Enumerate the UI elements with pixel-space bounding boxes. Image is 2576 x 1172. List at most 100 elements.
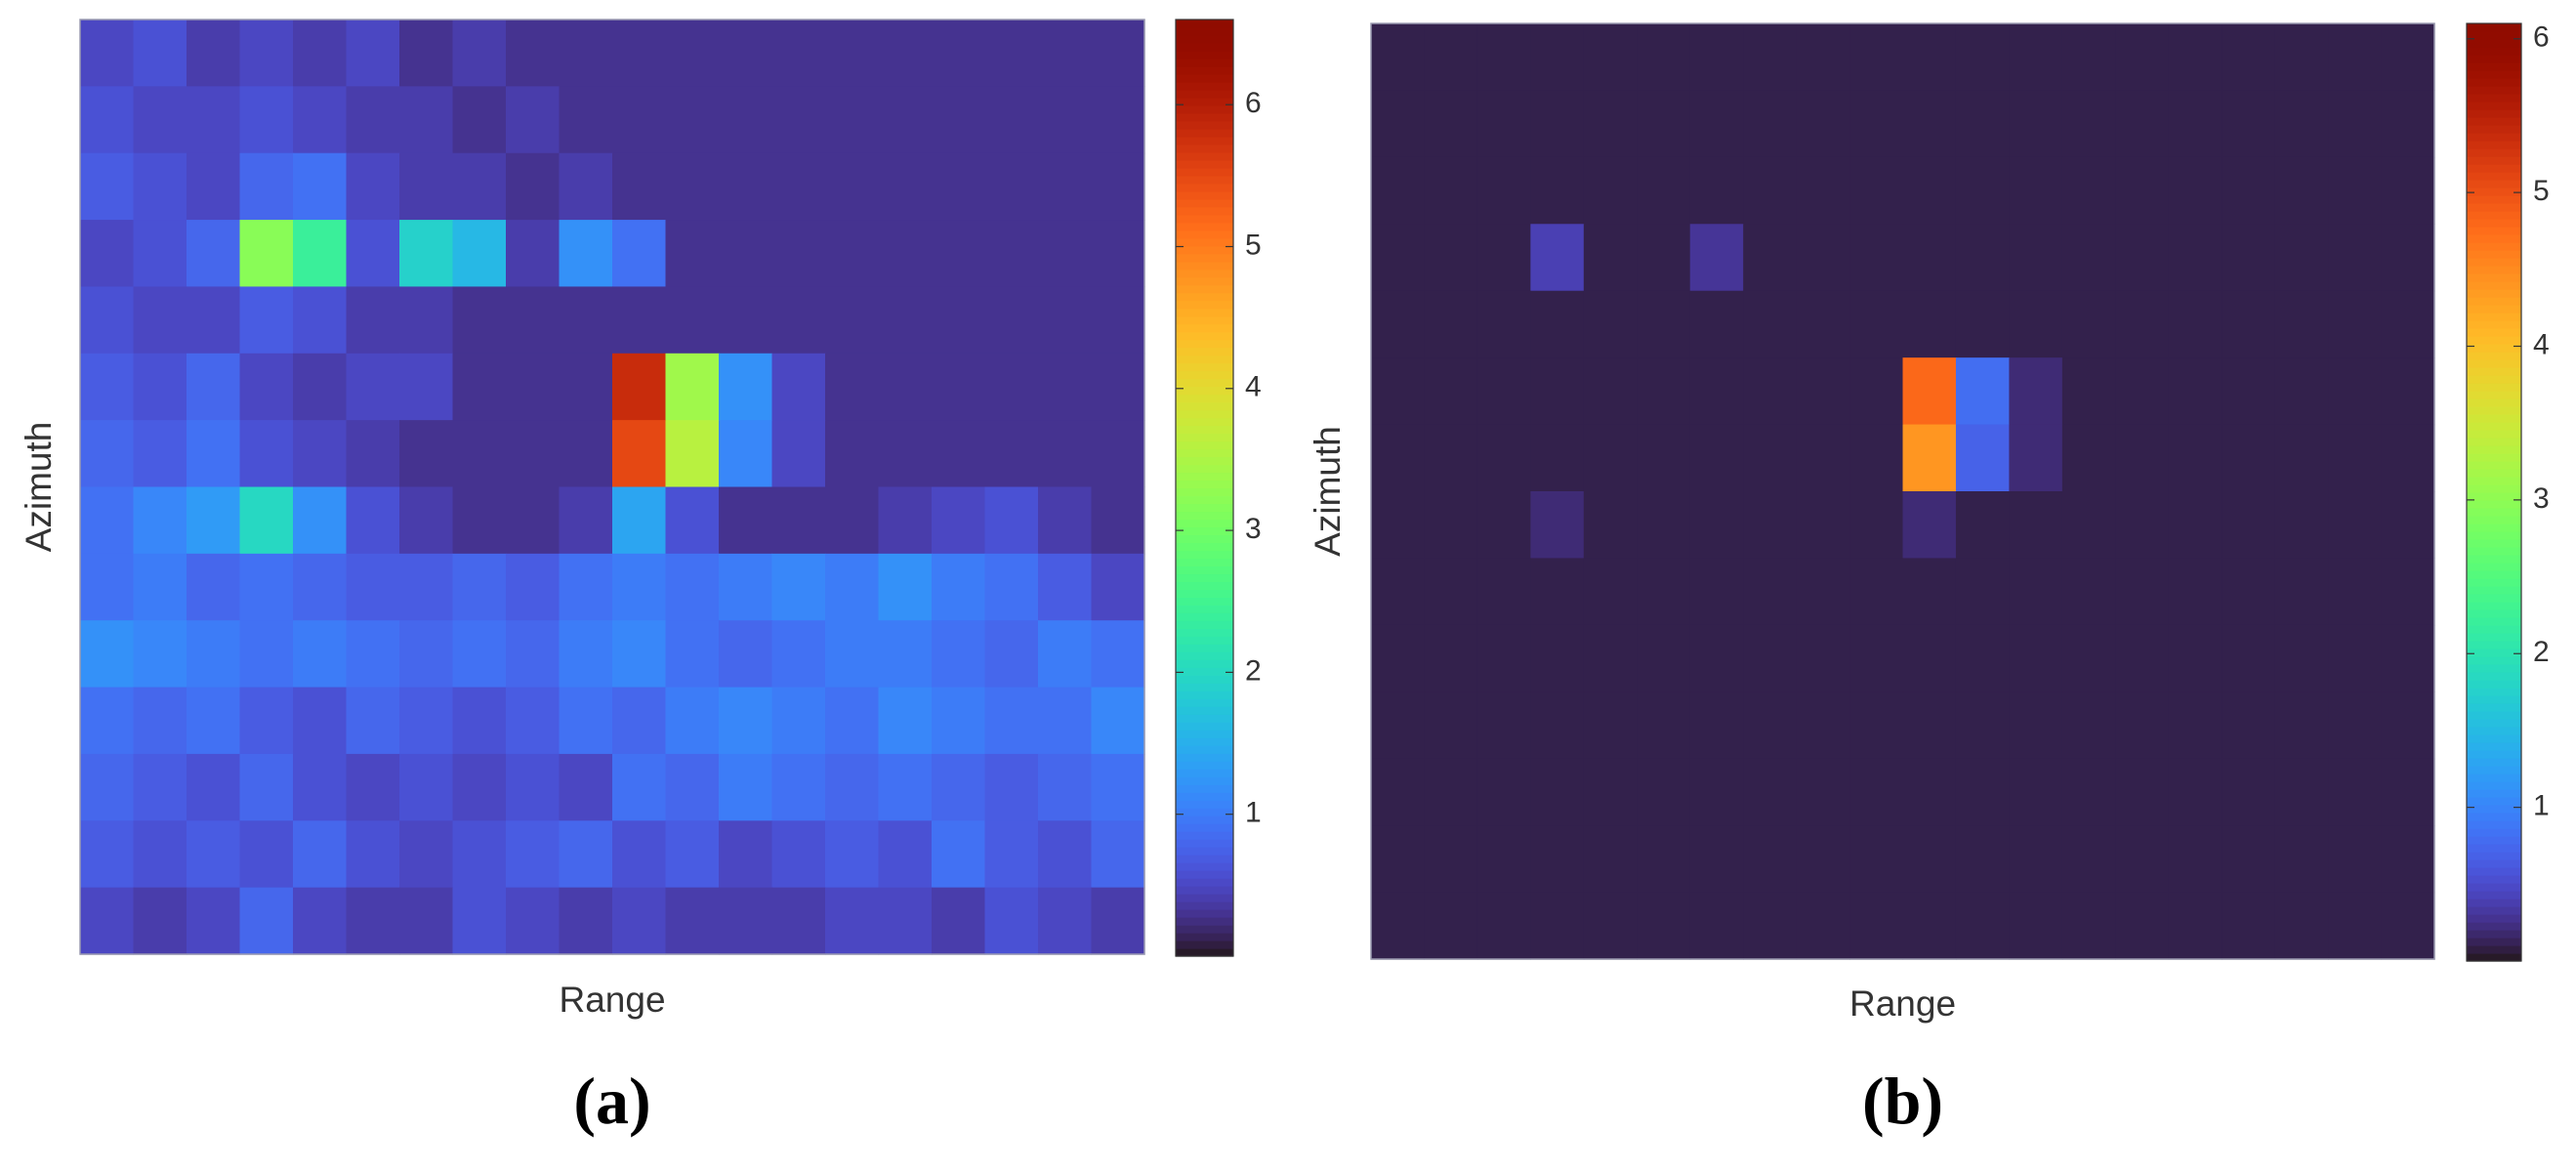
heatmap-cell [346, 152, 400, 221]
heatmap-cell [559, 86, 613, 154]
heatmap-cell [1530, 825, 1585, 894]
colorbar-step [2467, 70, 2521, 79]
colorbar-step [2467, 649, 2521, 657]
heatmap-cell [2009, 491, 2063, 560]
heatmap-cell [1476, 357, 1531, 426]
heatmap-cell [984, 620, 1039, 689]
colorbar-step [2467, 328, 2521, 337]
heatmap-cell [80, 820, 135, 889]
heatmap-cell [1796, 758, 1850, 826]
heatmap-cell [878, 620, 933, 689]
heatmap-cell [187, 220, 241, 288]
heatmap-cell [2274, 224, 2329, 292]
heatmap-cell [1902, 156, 1957, 225]
heatmap-cell [2009, 90, 2063, 158]
colorbar-step [1176, 323, 1233, 333]
heatmap-cell [1371, 691, 1426, 760]
colorbar-tick-label: 2 [1245, 654, 1262, 687]
heatmap-cell [1424, 892, 1478, 960]
heatmap-cell [612, 620, 667, 689]
heatmap-cell [1743, 90, 1798, 158]
colorbar-step [1176, 222, 1233, 231]
heatmap-cell [2222, 90, 2276, 158]
heatmap-cell [984, 820, 1039, 889]
heatmap-cell [187, 420, 241, 488]
heatmap-cell [2061, 90, 2116, 158]
heatmap-cell [719, 887, 773, 955]
heatmap-cell [1424, 624, 1478, 692]
heatmap-cell [2222, 357, 2276, 426]
heatmap-cell [2009, 624, 2063, 692]
heatmap-cell [452, 286, 507, 355]
colorbar-step [2467, 117, 2521, 126]
heatmap-cell [1091, 553, 1145, 621]
heatmap-cell [2168, 691, 2223, 760]
colorbar-step [2467, 906, 2521, 915]
colorbar-step [1176, 112, 1233, 122]
colorbar-step [1176, 534, 1233, 544]
heatmap-cell [2061, 825, 2116, 894]
heatmap-cell [1637, 290, 1691, 358]
heatmap-cell [1902, 558, 1957, 626]
heatmap-cell [1583, 23, 1638, 92]
colorbar-step [2467, 336, 2521, 345]
colorbar-tick-label: 6 [2533, 21, 2550, 54]
heatmap-cell [2274, 691, 2329, 760]
heatmap-cell [719, 152, 773, 221]
heatmap-cell [1743, 224, 1798, 292]
heatmap-cell [825, 486, 880, 555]
heatmap-cell [239, 753, 294, 821]
heatmap-cell [1955, 558, 2010, 626]
colorbar-step [1176, 339, 1233, 349]
heatmap-cell [506, 420, 561, 488]
colorbar-step [2467, 164, 2521, 173]
heatmap-cell [932, 86, 986, 154]
heatmap-cell [984, 687, 1039, 755]
colorbar-step [1176, 839, 1233, 848]
heatmap-cell [719, 820, 773, 889]
heatmap-cell [1476, 156, 1531, 225]
heatmap-cell [346, 887, 400, 955]
heatmap-cell [506, 753, 561, 821]
colorbar-step [2467, 680, 2521, 689]
plot-frame [1370, 22, 2435, 960]
heatmap-cell [1689, 758, 1744, 826]
colorbar-step [2467, 609, 2521, 618]
heatmap-cell [665, 353, 720, 421]
colorbar-step [2467, 758, 2521, 767]
heatmap-cell [612, 887, 667, 955]
heatmap-cell [878, 220, 933, 288]
heatmap-cell [399, 20, 454, 87]
colorbar-step [1176, 698, 1233, 707]
heatmap-cell [1424, 357, 1478, 426]
heatmap-cell [665, 86, 720, 154]
heatmap-cell [1424, 825, 1478, 894]
heatmap-cell [719, 86, 773, 154]
heatmap-cell [771, 820, 826, 889]
heatmap-cell [1849, 558, 1904, 626]
colorbar-step [1176, 308, 1233, 317]
colorbar-step [1176, 480, 1233, 489]
colorbar-step [2467, 547, 2521, 556]
heatmap-cell [80, 887, 135, 955]
heatmap-cell [239, 220, 294, 288]
heatmap-cell [1530, 758, 1585, 826]
heatmap-cell [825, 420, 880, 488]
colorbar-step [2467, 500, 2521, 509]
heatmap-cell [932, 687, 986, 755]
colorbar-step [2467, 156, 2521, 165]
heatmap-cell [1743, 758, 1798, 826]
heatmap-cell [1583, 892, 1638, 960]
colorbar-step [1176, 214, 1233, 224]
heatmap-cell [719, 353, 773, 421]
heatmap-cell [559, 220, 613, 288]
heatmap-cell [187, 286, 241, 355]
colorbar-frame [2466, 22, 2522, 962]
heatmap-cell [1637, 156, 1691, 225]
heatmap-cell [1849, 825, 1904, 894]
heatmap-cell [80, 553, 135, 621]
colorbar-step [1176, 245, 1233, 255]
colorbar-step [1176, 50, 1233, 60]
heatmap-cell [2009, 357, 2063, 426]
colorbar-step [2467, 141, 2521, 149]
